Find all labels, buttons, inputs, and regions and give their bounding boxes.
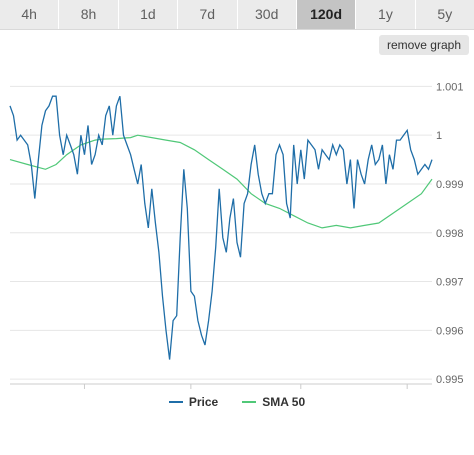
y-tick-label: 0.995 <box>436 374 464 386</box>
time-range-selector: 4h 8h 1d 7d 30d 120d 1y 5y <box>0 0 474 30</box>
price-series-line <box>9 95 433 360</box>
price-legend-label: Price <box>188 395 219 409</box>
y-tick-label: 1 <box>436 130 442 142</box>
range-tab-4h[interactable]: 4h <box>0 0 60 29</box>
chart-legend: Price SMA 50 <box>0 390 474 414</box>
sma-50-legend-label: SMA 50 <box>262 395 306 409</box>
y-tick-label: 1.001 <box>436 81 464 93</box>
range-tab-120d[interactable]: 120d <box>296 0 357 29</box>
price-legend-swatch <box>168 401 183 403</box>
y-tick-label: 0.999 <box>436 179 464 191</box>
range-tab-7d[interactable]: 7d <box>178 0 238 29</box>
range-tab-1d[interactable]: 1d <box>119 0 179 29</box>
remove-graph-button[interactable]: remove graph <box>378 35 469 55</box>
y-tick-label: 0.998 <box>436 228 464 240</box>
range-tab-8h[interactable]: 8h <box>59 0 119 29</box>
legend-item-price[interactable]: Price <box>168 395 219 409</box>
range-tab-30d[interactable]: 30d <box>238 0 297 29</box>
y-tick-label: 0.997 <box>436 277 464 289</box>
legend-item-sma-50[interactable]: SMA 50 <box>242 395 305 409</box>
sma-50-legend-swatch <box>242 401 257 403</box>
range-tab-1y[interactable]: 1y <box>356 0 416 29</box>
y-tick-label: 0.996 <box>436 325 464 337</box>
range-tab-5y[interactable]: 5y <box>437 6 453 22</box>
sma-50-series-line <box>9 134 433 229</box>
